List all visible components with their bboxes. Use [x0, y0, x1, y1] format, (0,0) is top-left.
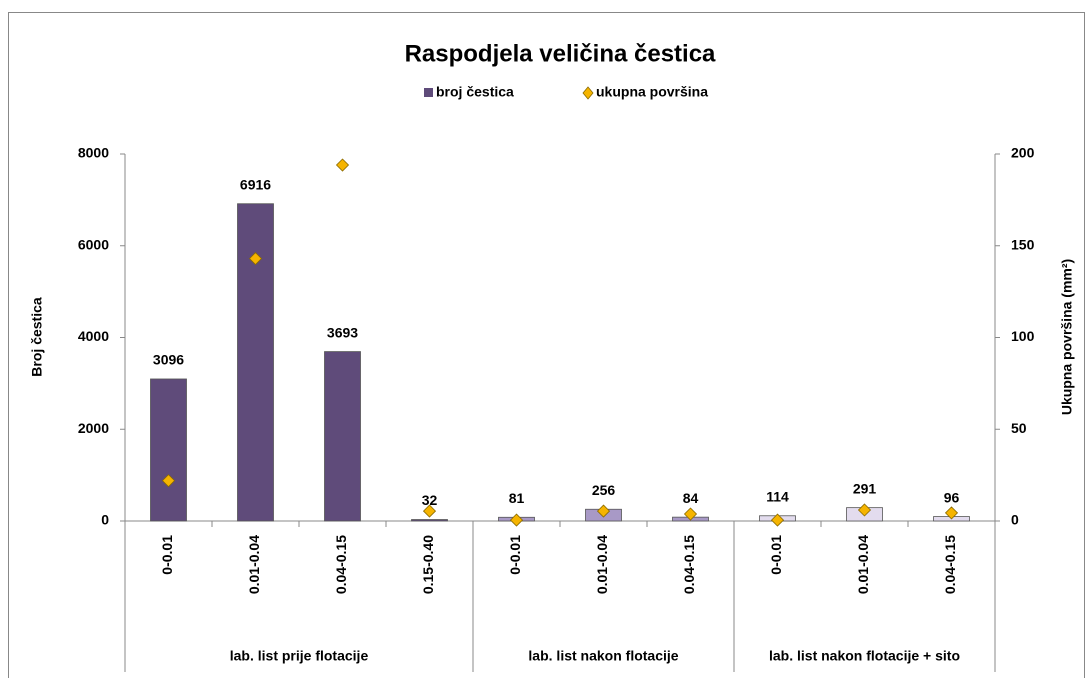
y-tick-label: 2000 [78, 420, 109, 436]
bar [324, 351, 361, 522]
y2-tick-label: 100 [1011, 328, 1035, 344]
x-tick-label: 0-0.01 [507, 535, 523, 575]
legend-label: broj čestica [436, 84, 514, 100]
y2-tick-label: 150 [1011, 236, 1035, 252]
marker [248, 252, 263, 266]
data-label: 96 [944, 489, 960, 505]
marker [161, 474, 176, 488]
legend-label: ukupna površina [596, 84, 708, 100]
marker [683, 507, 698, 521]
y-tick-label: 4000 [78, 328, 109, 344]
x-tick-label: 0.01-0.04 [246, 535, 262, 594]
data-label: 3096 [153, 352, 184, 368]
marker [596, 504, 611, 518]
chart-title: Raspodjela veličina čestica [405, 40, 716, 67]
x-tick-label: 0.01-0.04 [855, 535, 871, 594]
x-tick-label: 0.04-0.15 [942, 535, 958, 594]
marker [509, 513, 524, 527]
y2-tick-label: 50 [1011, 420, 1027, 436]
marker [422, 504, 437, 518]
marker [770, 513, 785, 527]
bar [150, 378, 187, 522]
group-label: lab. list nakon flotacije [528, 648, 678, 664]
data-label: 291 [853, 480, 877, 496]
marker [335, 158, 350, 172]
x-tick-label: 0-0.01 [768, 535, 784, 575]
y-axis-title: Broj čestica [29, 297, 45, 377]
marker [857, 503, 872, 517]
y-tick-label: 8000 [78, 145, 109, 161]
data-label: 81 [509, 490, 525, 506]
group-label: lab. list nakon flotacije + sito [769, 648, 960, 664]
x-tick-label: 0-0.01 [159, 535, 175, 575]
y2-axis-title: Ukupna površina (mm²) [1059, 259, 1075, 415]
data-label: 3693 [327, 324, 358, 340]
x-tick-label: 0.04-0.15 [681, 535, 697, 594]
y2-tick-label: 200 [1011, 145, 1035, 161]
marker [944, 506, 959, 520]
y-tick-label: 6000 [78, 236, 109, 252]
x-tick-label: 0.15-0.40 [420, 535, 436, 594]
data-label: 256 [592, 482, 616, 498]
data-label: 84 [683, 490, 699, 506]
x-tick-label: 0.01-0.04 [594, 535, 610, 594]
chart-border [8, 12, 1085, 683]
group-label: lab. list prije flotacije [230, 648, 369, 664]
bar [411, 519, 448, 522]
x-tick-label: 0.04-0.15 [333, 535, 349, 594]
data-label: 114 [766, 488, 789, 504]
data-label: 6916 [240, 176, 271, 192]
y2-tick-label: 0 [1011, 512, 1019, 528]
legend-swatch [424, 88, 433, 97]
legend-swatch [582, 86, 594, 100]
data-label: 32 [422, 492, 438, 508]
y-tick-label: 0 [101, 512, 109, 528]
bar [237, 203, 274, 522]
